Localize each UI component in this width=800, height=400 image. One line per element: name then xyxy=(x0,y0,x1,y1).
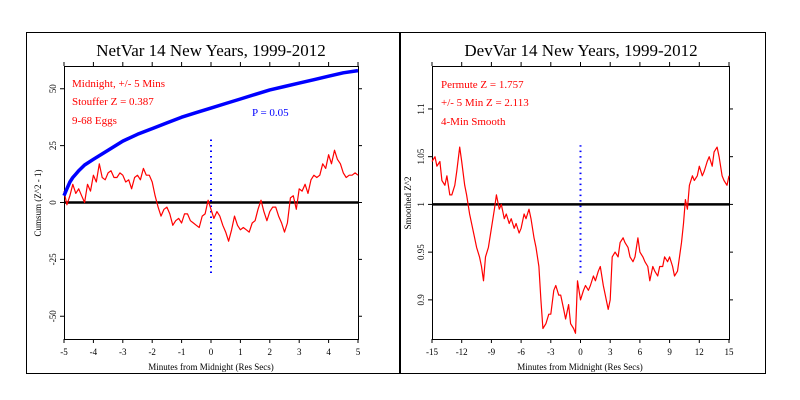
x-tick-label: 0 xyxy=(209,347,214,357)
significance-curve xyxy=(62,68,359,197)
x-tick-label: -1 xyxy=(178,347,186,357)
chart-title: DevVar 14 New Years, 1999-2012 xyxy=(464,41,697,60)
y-axis-label: Smoothed Z^2 xyxy=(403,177,413,230)
x-tick-label: -5 xyxy=(60,347,68,357)
annotation-permute: Permute Z = 1.757 xyxy=(441,79,524,91)
y-tick-label: 1.1 xyxy=(416,103,426,114)
annotation-stouffer: Stouffer Z = 0.387 xyxy=(72,96,154,108)
x-tick-label: -12 xyxy=(456,347,468,357)
data-series-line xyxy=(431,146,730,334)
netvar-panel: NetVar 14 New Years, 1999-2012 Midnight,… xyxy=(26,32,400,374)
annotation-5min: +/- 5 Min Z = 2.113 xyxy=(441,97,529,109)
annotation-p-value: P = 0.05 xyxy=(252,107,289,119)
annotation-midnight: Midnight, +/- 5 Mins xyxy=(72,78,165,90)
y-tick-label: -50 xyxy=(48,310,58,322)
x-tick-label: -6 xyxy=(517,347,525,357)
annotation-smooth: 4-Min Smooth xyxy=(441,116,506,128)
x-tick-label: 9 xyxy=(667,347,672,357)
x-tick-label: 4 xyxy=(326,347,331,357)
x-tick-label: -15 xyxy=(426,347,438,357)
x-tick-label: -3 xyxy=(119,347,127,357)
x-tick-label: 3 xyxy=(608,347,613,357)
devvar-panel: DevVar 14 New Years, 1999-2012 Permute Z… xyxy=(400,32,766,374)
y-axis-label: Cumsum (Z^2 - 1) xyxy=(33,170,43,237)
x-tick-label: -3 xyxy=(547,347,555,357)
y-tick-label: 1.05 xyxy=(416,148,426,164)
y-tick-label: 1 xyxy=(416,202,426,207)
x-tick-label: 0 xyxy=(578,347,583,357)
annotation-eggs: 9-68 Eggs xyxy=(72,115,117,127)
x-tick-label: 5 xyxy=(356,347,361,357)
y-tick-label: 25 xyxy=(48,141,58,151)
x-tick-label: 12 xyxy=(695,347,704,357)
y-tick-label: 0.95 xyxy=(416,244,426,260)
x-tick-label: 15 xyxy=(725,347,735,357)
panel-frame xyxy=(400,32,766,374)
x-tick-label: -4 xyxy=(90,347,98,357)
x-axis-label: Minutes from Midnight (Res Secs) xyxy=(148,362,274,372)
x-tick-label: 2 xyxy=(268,347,273,357)
chart-title: NetVar 14 New Years, 1999-2012 xyxy=(96,41,325,60)
x-tick-label: 3 xyxy=(297,347,302,357)
x-axis-label: Minutes from Midnight (Res Secs) xyxy=(517,362,643,372)
data-series-line xyxy=(63,149,359,242)
y-tick-label: 50 xyxy=(48,84,58,94)
y-tick-label: -25 xyxy=(48,253,58,265)
y-tick-label: 0.9 xyxy=(416,294,426,306)
panel-frame xyxy=(26,32,400,374)
x-tick-label: -9 xyxy=(488,347,496,357)
x-tick-label: 6 xyxy=(638,347,643,357)
x-tick-label: 1 xyxy=(238,347,243,357)
x-tick-label: -2 xyxy=(148,347,156,357)
y-tick-label: 0 xyxy=(48,200,58,205)
